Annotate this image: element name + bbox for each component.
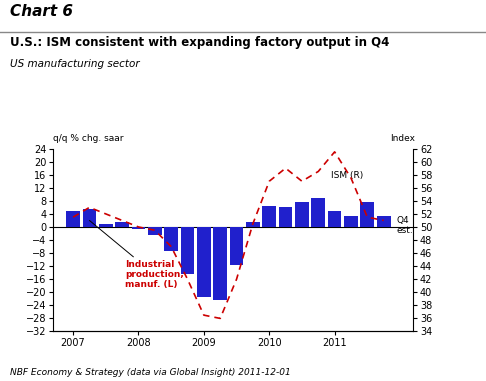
Text: Chart 6: Chart 6 [10, 4, 73, 19]
Bar [344, 216, 358, 227]
Bar [66, 211, 80, 227]
Bar [197, 227, 211, 297]
Bar [99, 224, 113, 227]
Bar [312, 198, 325, 227]
Bar [213, 227, 227, 301]
Text: U.S.: ISM consistent with expanding factory output in Q4: U.S.: ISM consistent with expanding fact… [10, 36, 389, 49]
Text: US manufacturing sector: US manufacturing sector [10, 59, 139, 69]
Bar [115, 222, 129, 227]
Text: NBF Economy & Strategy (data via Global Insight) 2011-12-01: NBF Economy & Strategy (data via Global … [10, 368, 291, 377]
Text: q/q % chg. saar: q/q % chg. saar [53, 134, 124, 143]
Bar [132, 227, 145, 229]
Bar [295, 202, 309, 227]
Bar [328, 211, 342, 227]
Bar [83, 209, 96, 227]
Text: Q4
est.: Q4 est. [397, 216, 414, 235]
Bar [164, 227, 178, 251]
Bar [246, 222, 260, 227]
Text: ISM (R): ISM (R) [331, 171, 364, 180]
Bar [361, 202, 374, 227]
Bar [230, 227, 243, 264]
Bar [279, 207, 293, 227]
Bar [181, 227, 194, 274]
Text: Industrial
production,
manuf. (L): Industrial production, manuf. (L) [89, 221, 184, 290]
Bar [262, 206, 276, 227]
Text: Index: Index [391, 134, 416, 143]
Bar [377, 216, 391, 227]
Bar [148, 227, 162, 235]
